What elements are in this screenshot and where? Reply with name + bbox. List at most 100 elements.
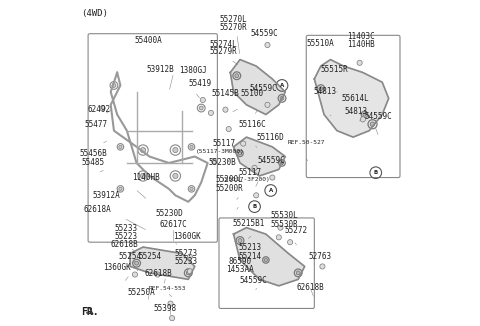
Circle shape xyxy=(278,225,283,230)
Text: 55223: 55223 xyxy=(115,232,138,241)
Text: A: A xyxy=(269,188,273,193)
Polygon shape xyxy=(130,247,195,279)
Text: 62618B: 62618B xyxy=(144,269,172,278)
Text: 55485: 55485 xyxy=(82,158,105,168)
Text: B: B xyxy=(252,204,257,209)
Text: 1140HB: 1140HB xyxy=(132,173,160,182)
Circle shape xyxy=(187,269,192,274)
Circle shape xyxy=(276,235,281,240)
Circle shape xyxy=(253,193,259,198)
Circle shape xyxy=(187,254,192,259)
Circle shape xyxy=(264,258,267,261)
Text: 55116C: 55116C xyxy=(239,120,266,129)
Circle shape xyxy=(240,141,246,146)
Circle shape xyxy=(190,145,193,148)
Text: 86590: 86590 xyxy=(228,257,252,266)
Circle shape xyxy=(320,264,325,269)
Circle shape xyxy=(141,147,145,153)
Circle shape xyxy=(265,102,270,107)
Text: (55117-3F200): (55117-3F200) xyxy=(221,177,270,182)
Circle shape xyxy=(280,96,284,100)
Text: 55230D: 55230D xyxy=(156,209,183,217)
Text: 62618B: 62618B xyxy=(110,240,138,249)
Text: 55116D: 55116D xyxy=(257,133,285,141)
Text: 55273: 55273 xyxy=(174,249,197,258)
Circle shape xyxy=(173,147,178,153)
Text: 55117: 55117 xyxy=(212,139,235,148)
Polygon shape xyxy=(230,60,285,114)
Text: (55117-3M000): (55117-3M000) xyxy=(195,149,244,154)
Circle shape xyxy=(155,272,160,277)
Circle shape xyxy=(119,187,122,190)
Polygon shape xyxy=(234,228,305,286)
Circle shape xyxy=(119,145,122,148)
Text: 54813: 54813 xyxy=(313,87,336,96)
Text: 55400A: 55400A xyxy=(134,36,162,45)
Text: 55117: 55117 xyxy=(238,168,261,177)
Text: 55614L: 55614L xyxy=(342,94,370,103)
Text: 54813: 54813 xyxy=(344,108,367,116)
Text: 55230B: 55230B xyxy=(208,158,236,168)
Text: 1360GK: 1360GK xyxy=(173,232,201,241)
Text: 55254: 55254 xyxy=(119,252,142,261)
Circle shape xyxy=(280,161,284,165)
Circle shape xyxy=(200,97,205,103)
Circle shape xyxy=(252,165,257,170)
Text: FR.: FR. xyxy=(82,306,99,317)
Text: 55270L: 55270L xyxy=(220,15,247,24)
Circle shape xyxy=(168,301,173,306)
Circle shape xyxy=(186,271,190,275)
Text: 55254: 55254 xyxy=(139,252,162,261)
Text: 62618A: 62618A xyxy=(84,205,112,215)
Text: 55530L: 55530L xyxy=(271,211,299,220)
Text: 55233: 55233 xyxy=(115,224,138,233)
Circle shape xyxy=(357,60,362,66)
Circle shape xyxy=(239,152,241,155)
Polygon shape xyxy=(314,60,389,137)
Text: B: B xyxy=(373,170,378,175)
Text: 55419: 55419 xyxy=(188,79,211,88)
Text: 55272: 55272 xyxy=(284,226,307,235)
Text: 55250A: 55250A xyxy=(128,289,156,297)
Text: 55456B: 55456B xyxy=(79,149,107,158)
Text: 62617C: 62617C xyxy=(159,220,187,229)
Circle shape xyxy=(238,239,242,243)
Circle shape xyxy=(208,110,214,115)
Circle shape xyxy=(190,187,193,190)
Text: REF.54-553: REF.54-553 xyxy=(149,286,186,291)
Text: 55213: 55213 xyxy=(238,243,261,252)
Circle shape xyxy=(235,74,239,78)
Text: (4WD): (4WD) xyxy=(82,9,108,19)
Text: 54559C: 54559C xyxy=(251,29,278,38)
Circle shape xyxy=(100,106,105,111)
Circle shape xyxy=(360,117,365,122)
Text: 55145B: 55145B xyxy=(212,89,240,98)
Text: 55270R: 55270R xyxy=(220,23,247,32)
Text: 55510A: 55510A xyxy=(306,39,334,48)
Circle shape xyxy=(296,271,300,275)
Circle shape xyxy=(226,126,231,132)
Text: 1360GK: 1360GK xyxy=(103,262,131,272)
Circle shape xyxy=(319,87,323,91)
Circle shape xyxy=(112,83,116,87)
Circle shape xyxy=(265,42,270,48)
Text: 55233: 55233 xyxy=(174,257,197,266)
Polygon shape xyxy=(234,137,285,176)
Circle shape xyxy=(270,175,275,180)
Text: 55200L: 55200L xyxy=(216,175,243,184)
Text: 62618B: 62618B xyxy=(297,283,324,292)
Circle shape xyxy=(288,240,293,245)
Text: 54559C: 54559C xyxy=(364,112,392,121)
Text: 55214: 55214 xyxy=(238,252,261,260)
Text: 55530R: 55530R xyxy=(271,220,299,229)
Text: 1453AA: 1453AA xyxy=(226,265,254,274)
Text: 55100: 55100 xyxy=(240,89,263,98)
Circle shape xyxy=(141,173,145,179)
Text: 1380GJ: 1380GJ xyxy=(179,67,207,75)
Text: 55215B1: 55215B1 xyxy=(233,219,265,228)
Circle shape xyxy=(370,122,375,126)
Text: 55200R: 55200R xyxy=(216,184,243,193)
Circle shape xyxy=(199,106,203,110)
Text: 11403C: 11403C xyxy=(348,33,375,41)
Circle shape xyxy=(173,173,178,179)
